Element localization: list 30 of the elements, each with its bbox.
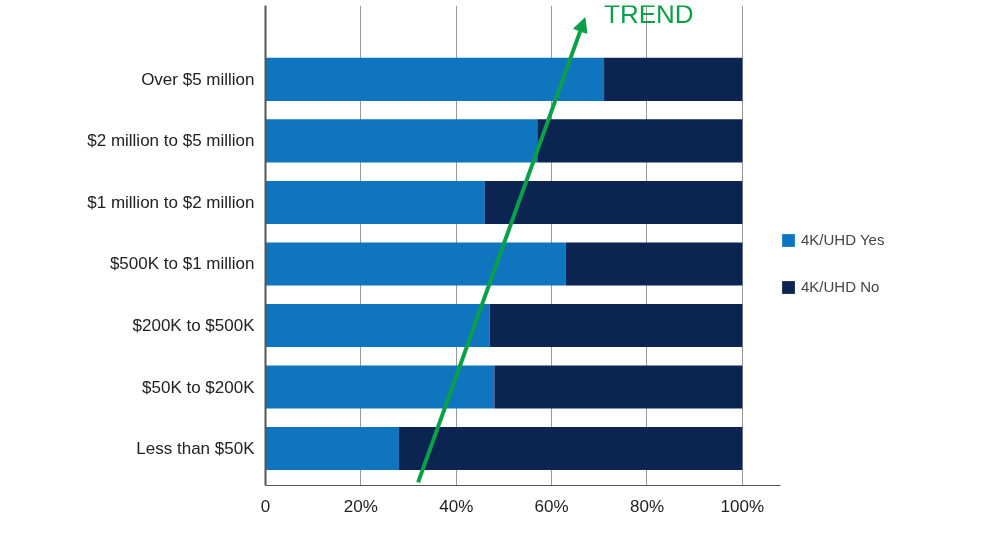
y-tick-label: Over $5 million [141, 69, 255, 89]
y-tick-label: Less than $50K [136, 439, 256, 459]
x-tick-label: 60% [534, 496, 569, 516]
bar [604, 57, 743, 101]
bar [537, 119, 743, 163]
bar [399, 427, 743, 471]
bar [265, 427, 400, 471]
x-tick-label: 20% [343, 496, 378, 516]
y-tick-label: $1 million to $2 million [87, 192, 255, 212]
bar [565, 242, 743, 286]
legend-label: 4K/UHD No [801, 278, 880, 295]
y-tick-label: $2 million to $5 million [87, 131, 255, 151]
bar [265, 57, 605, 101]
bar [265, 365, 495, 409]
y-tick-label: $50K to $200K [142, 377, 256, 397]
bar [265, 180, 485, 224]
x-tick-label: 0 [260, 496, 271, 516]
bar [489, 303, 743, 348]
bar [484, 180, 743, 224]
annotation: TREND [604, 0, 694, 30]
x-tick-label: 100% [720, 496, 765, 516]
y-tick-label: $200K to $500K [132, 316, 256, 335]
x-tick-label: 40% [439, 496, 474, 516]
y-tick-label: $500K to $1 million [109, 254, 255, 274]
bar [265, 242, 566, 286]
bar [494, 365, 743, 409]
legend-label: 4K/UHD Yes [801, 231, 885, 248]
bar [265, 119, 538, 163]
bar [265, 303, 490, 348]
x-tick-label: 80% [629, 496, 664, 516]
